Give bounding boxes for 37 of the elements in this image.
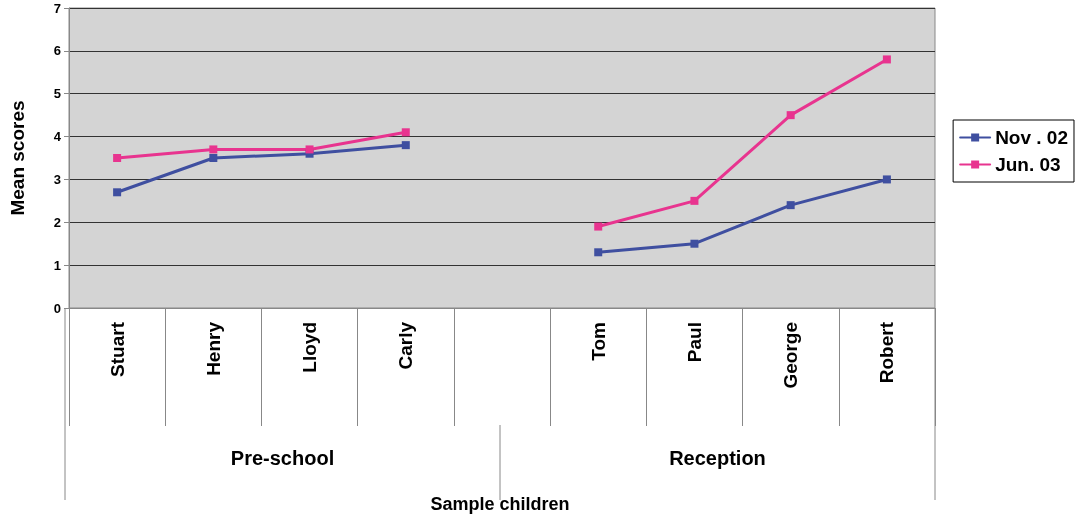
y-tick-label: 3 [53, 171, 61, 187]
point [305, 145, 314, 154]
x-tick-label: George [780, 322, 802, 389]
point [786, 201, 795, 210]
text: Reception [669, 447, 766, 469]
y-tick-label: 6 [53, 43, 61, 59]
legend-label: Jun. 03 [995, 154, 1061, 175]
y-tick-label: 2 [53, 214, 61, 230]
point [401, 128, 410, 137]
point [594, 222, 603, 231]
text: Sample children [430, 494, 570, 514]
x-tick-label: Stuart [106, 321, 128, 377]
y-tick-label: 4 [53, 129, 62, 145]
x-tick-label: Paul [683, 322, 705, 363]
y-tick-label: 5 [53, 86, 61, 102]
point [113, 188, 122, 197]
point [209, 145, 218, 154]
point [594, 248, 603, 257]
point [209, 154, 218, 162]
text: Pre-school [230, 447, 335, 469]
point [113, 154, 122, 162]
y-tick-label: 0 [53, 300, 61, 316]
x-tick-label: Lloyd [299, 322, 321, 373]
x-tick-label: Tom [587, 322, 609, 361]
point [882, 55, 891, 64]
point [690, 196, 699, 205]
y-tick-label: 7 [53, 0, 61, 16]
x-tick-label: Henry [202, 321, 224, 376]
y-axis-title: Mean scores [7, 100, 28, 216]
point [401, 141, 410, 150]
point [882, 175, 891, 184]
point [786, 111, 795, 120]
x-tick-label: Robert [876, 321, 898, 384]
legend-label: Nov . 02 [995, 127, 1069, 148]
point [690, 239, 699, 248]
y-tick-label: 1 [53, 257, 61, 273]
x-tick-label: Carly [395, 321, 417, 370]
